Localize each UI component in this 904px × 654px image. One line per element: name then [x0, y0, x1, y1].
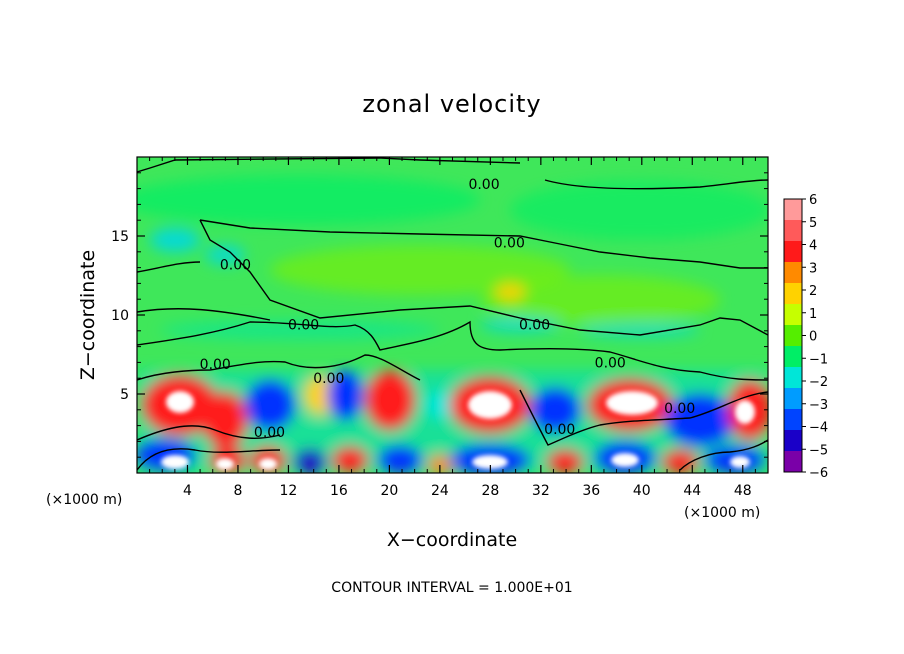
colorbar-swatch: [784, 430, 802, 451]
y-axis-label: Z−coordinate: [77, 250, 99, 380]
colorbar-label: −2: [809, 375, 828, 390]
heatmap-field: [137, 157, 768, 473]
colorbar-label: −5: [809, 443, 828, 458]
colorbar-label: −6: [809, 466, 828, 481]
y-tick-label: 10: [111, 308, 129, 324]
x-tick-label: 44: [683, 483, 701, 499]
colorbar-swatch: [784, 388, 802, 409]
colorbar-swatch: [784, 325, 802, 346]
contour-label: 0.00: [519, 317, 550, 333]
contour-label: 0.00: [494, 235, 525, 251]
colorbar-label: 6: [809, 193, 817, 208]
contour-label: 0.00: [288, 317, 319, 333]
colorbar-label: 0: [809, 330, 817, 345]
contour-label: 0.00: [254, 425, 285, 441]
x-tick-label: 40: [633, 483, 651, 499]
colorbar-label: −3: [809, 398, 828, 413]
colorbar-label: 4: [809, 239, 817, 254]
colorbar-label: 2: [809, 284, 817, 299]
colorbar-label: 3: [809, 261, 817, 276]
colorbar-swatch: [784, 262, 802, 283]
contour-label: 0.00: [595, 355, 626, 371]
contour-label: 0.00: [468, 177, 499, 193]
x-axis-ticks: 4 8 12 16 20 24 28 32 36 40 44 48: [149, 157, 756, 499]
contour-label: 0.00: [313, 371, 344, 387]
colorbar-swatch: [784, 346, 802, 367]
y-tick-label: 5: [120, 387, 129, 403]
colorbar-swatch: [784, 304, 802, 325]
contour-label: 0.00: [220, 257, 251, 273]
contour-label: 0.00: [200, 357, 231, 373]
x-tick-label: 28: [481, 483, 499, 499]
x-units-left: (×1000 m): [46, 492, 122, 508]
x-tick-label: 36: [582, 483, 600, 499]
chart-title: zonal velocity: [362, 90, 541, 118]
colorbar-swatch: [784, 283, 802, 304]
x-tick-label: 48: [734, 483, 752, 499]
colorbar: 6 5 4 3 2 1 0 −1 −2 −3 −4 −5 −6: [783, 193, 828, 481]
contour-label: 0.00: [664, 401, 695, 417]
y-tick-label: 15: [111, 229, 129, 245]
x-axis-label: X−coordinate: [387, 529, 517, 551]
colorbar-swatch: [784, 451, 802, 472]
x-tick-label: 8: [233, 483, 242, 499]
colorbar-swatch: [784, 199, 802, 220]
x-tick-label: 24: [431, 483, 449, 499]
x-tick-label: 12: [280, 483, 298, 499]
x-tick-label: 20: [380, 483, 398, 499]
colorbar-label: −4: [809, 421, 828, 436]
contour-labels: 0.00 0.00 0.00 0.00 0.00 0.00 0.00 0.00 0.00 0.00…: [200, 177, 696, 441]
x-units-right: (×1000 m): [684, 505, 760, 521]
contour-interval-note: CONTOUR INTERVAL = 1.000E+01: [331, 580, 572, 596]
contour-lines: [137, 157, 768, 471]
contour-label: 0.00: [544, 422, 575, 438]
colorbar-swatch: [784, 220, 802, 241]
x-tick-label: 32: [532, 483, 550, 499]
colorbar-swatch: [784, 409, 802, 430]
colorbar-label: −1: [809, 352, 828, 367]
x-tick-label: 4: [183, 483, 192, 499]
colorbar-swatch: [784, 241, 802, 262]
colorbar-label: 5: [809, 216, 817, 231]
y-axis-ticks: 5 10 15: [111, 172, 768, 458]
x-tick-label: 16: [330, 483, 348, 499]
colorbar-swatch: [784, 367, 802, 388]
colorbar-label: 1: [809, 307, 817, 322]
